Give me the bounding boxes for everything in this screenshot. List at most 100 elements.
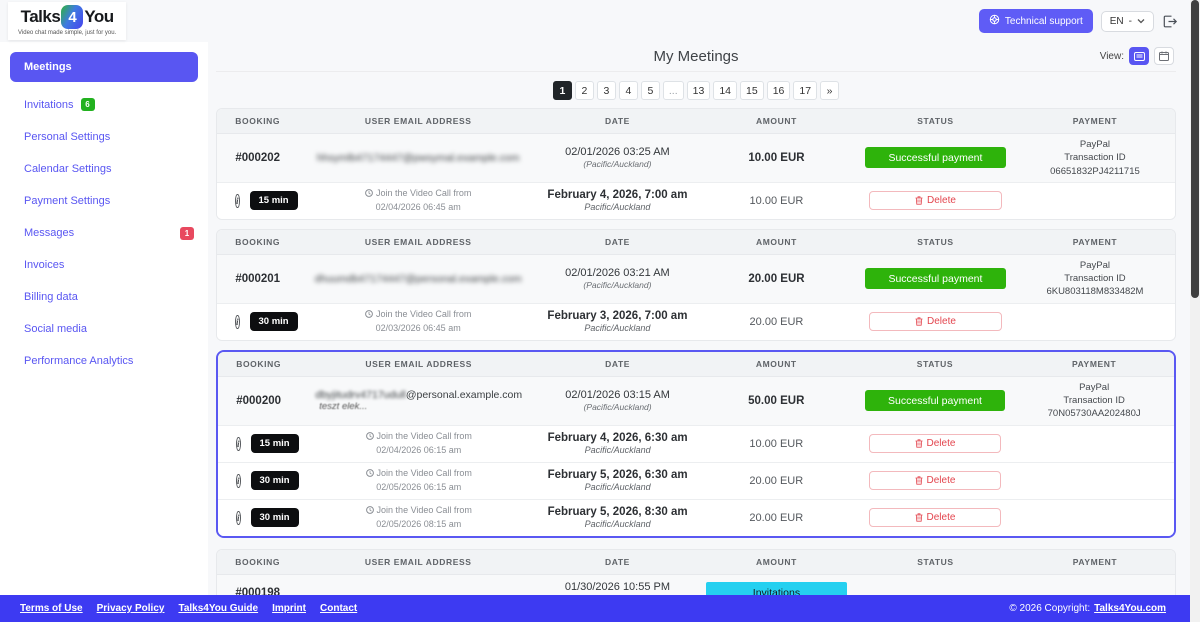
booking-amount: 10.00 EUR (748, 151, 805, 164)
logo[interactable]: Talks 4 You Video chat made simple, just f… (8, 2, 127, 40)
user-email: dhuumdb47174447@personal.example.com (314, 272, 522, 285)
sidebar-item-invitations[interactable]: Invitations 6 (0, 88, 208, 121)
footer-link-terms[interactable]: Terms of Use (20, 603, 83, 614)
slot-timezone: Pacific/Auckland (584, 519, 651, 530)
page-3[interactable]: 3 (596, 81, 616, 100)
page-17[interactable]: 17 (793, 81, 818, 100)
duration-badge: 30 min (249, 312, 298, 332)
status-successful-payment[interactable]: Successful payment (864, 147, 1007, 169)
scrollbar-thumb[interactable] (1191, 0, 1199, 298)
view-list-button[interactable] (1129, 47, 1149, 65)
page-1[interactable]: 1 (552, 81, 572, 100)
column-header-booking: Booking (236, 358, 282, 369)
footer-link-guide[interactable]: Talks4You Guide (178, 603, 259, 614)
sidebar-item-invoices[interactable]: Invoices (24, 259, 65, 271)
delete-button[interactable]: Delete (868, 434, 1001, 454)
info-icon[interactable]: i (235, 314, 240, 329)
slot-timezone: Pacific/Auckland (584, 482, 651, 493)
calendar-view-icon (1159, 51, 1169, 61)
sidebar-item-performance-analytics[interactable]: Performance Analytics (24, 355, 134, 367)
join-call-info: Join the Video Call from 02/05/2026 06:1… (299, 463, 538, 499)
duration-badge: 30 min (250, 508, 299, 528)
column-header-payment: Payment (1071, 358, 1117, 369)
sidebar-item-personal-settings[interactable]: Personal Settings (24, 131, 111, 143)
page-13[interactable]: 13 (686, 81, 711, 100)
page-next[interactable]: » (820, 81, 840, 100)
info-icon[interactable]: i (236, 436, 241, 451)
sidebar-item-calendar-settings[interactable]: Calendar Settings (24, 163, 112, 175)
page-16[interactable]: 16 (766, 81, 791, 100)
footer-link-privacy[interactable]: Privacy Policy (96, 603, 165, 614)
column-header-payment: Payment (1072, 116, 1118, 126)
delete-button[interactable]: Delete (869, 191, 1002, 211)
sidebar-item-messages[interactable]: Messages 1 (0, 217, 208, 249)
booking-date: 02/01/2026 03:25 AM (565, 146, 670, 159)
main-content: My Meetings View: 1 2 3 4 5 ... (208, 42, 1200, 595)
sidebar-item-payment-settings[interactable]: Payment Settings (24, 195, 111, 207)
slot-timezone: Pacific/Auckland (584, 445, 651, 456)
trash-icon (915, 439, 922, 448)
logo-text-suffix: You (84, 7, 114, 26)
booking-date: 02/01/2026 03:21 AM (565, 267, 670, 280)
column-header-email: User email address (364, 236, 472, 247)
booking-timezone: (Pacific/Auckland) (544, 594, 691, 595)
page-15[interactable]: 15 (740, 81, 764, 100)
trash-icon (915, 513, 922, 522)
column-header-amount: Amount (755, 116, 797, 126)
booking-amount: 50.00 EUR (748, 394, 805, 407)
info-icon[interactable]: i (236, 510, 241, 525)
sidebar-item-billing-data[interactable]: Billing data (24, 291, 78, 303)
page-ellipsis: ... (662, 81, 684, 100)
invitations-badge-button[interactable]: Invitations (705, 582, 847, 595)
column-header-status: Status (917, 236, 954, 247)
duration-badge: 15 min (250, 434, 299, 454)
column-header-payment: Payment (1072, 236, 1118, 247)
booking-date: 01/30/2026 10:55 PM (564, 581, 671, 594)
logout-icon (1163, 15, 1178, 27)
language-select[interactable]: EN - (1100, 10, 1154, 32)
sidebar-item-social-media[interactable]: Social media (24, 323, 87, 335)
info-icon[interactable]: i (236, 473, 241, 488)
duration-badge: 15 min (249, 191, 298, 211)
column-header-payment: Payment (1072, 556, 1118, 567)
trash-icon (915, 196, 923, 205)
delete-button[interactable]: Delete (869, 312, 1002, 332)
info-icon[interactable]: i (235, 193, 240, 208)
page-14[interactable]: 14 (713, 81, 738, 100)
clock-icon (365, 468, 374, 482)
sidebar: Meetings Invitations 6 Personal Settings … (0, 42, 208, 595)
sidebar-item-meetings[interactable]: Meetings (10, 52, 198, 82)
copyright-text: © 2026 Copyright: (1009, 603, 1091, 614)
view-calendar-button[interactable] (1154, 47, 1174, 65)
join-call-info: Join the Video Call from 02/04/2026 06:4… (298, 183, 538, 219)
page-5[interactable]: 5 (640, 81, 660, 100)
column-header-booking: Booking (235, 236, 281, 247)
column-header-date: Date (605, 358, 631, 369)
view-label: View: (1099, 50, 1124, 62)
clock-icon (365, 505, 374, 519)
footer-link-contact[interactable]: Contact (320, 603, 358, 614)
scrollbar-track[interactable] (1190, 0, 1200, 622)
booking-timezone: (Pacific/Auckland) (583, 159, 652, 170)
column-header-booking: Booking (235, 116, 281, 126)
chevron-down-icon (1137, 16, 1145, 27)
column-header-email: User email address (364, 556, 472, 567)
page-4[interactable]: 4 (618, 81, 638, 100)
logout-button[interactable] (1162, 14, 1178, 29)
copyright-link[interactable]: Talks4You.com (1094, 603, 1166, 614)
clock-icon (365, 309, 373, 323)
technical-support-button[interactable]: Technical support (978, 9, 1093, 33)
slot-timezone: Pacific/Auckland (584, 323, 651, 334)
delete-button[interactable]: Delete (868, 508, 1001, 528)
slot-amount: 10.00 EUR (749, 194, 804, 207)
delete-button[interactable]: Delete (868, 471, 1001, 491)
duration-badge: 30 min (250, 471, 299, 491)
booking-id: #000200 (236, 394, 282, 407)
page-2[interactable]: 2 (574, 81, 594, 100)
footer-link-imprint[interactable]: Imprint (272, 603, 306, 614)
messages-count-badge: 1 (180, 226, 194, 240)
lifebuoy-icon (989, 14, 1000, 28)
status-successful-payment[interactable]: Successful payment (864, 268, 1007, 290)
invitations-count-badge: 6 (80, 98, 95, 111)
status-successful-payment[interactable]: Successful payment (864, 390, 1006, 412)
